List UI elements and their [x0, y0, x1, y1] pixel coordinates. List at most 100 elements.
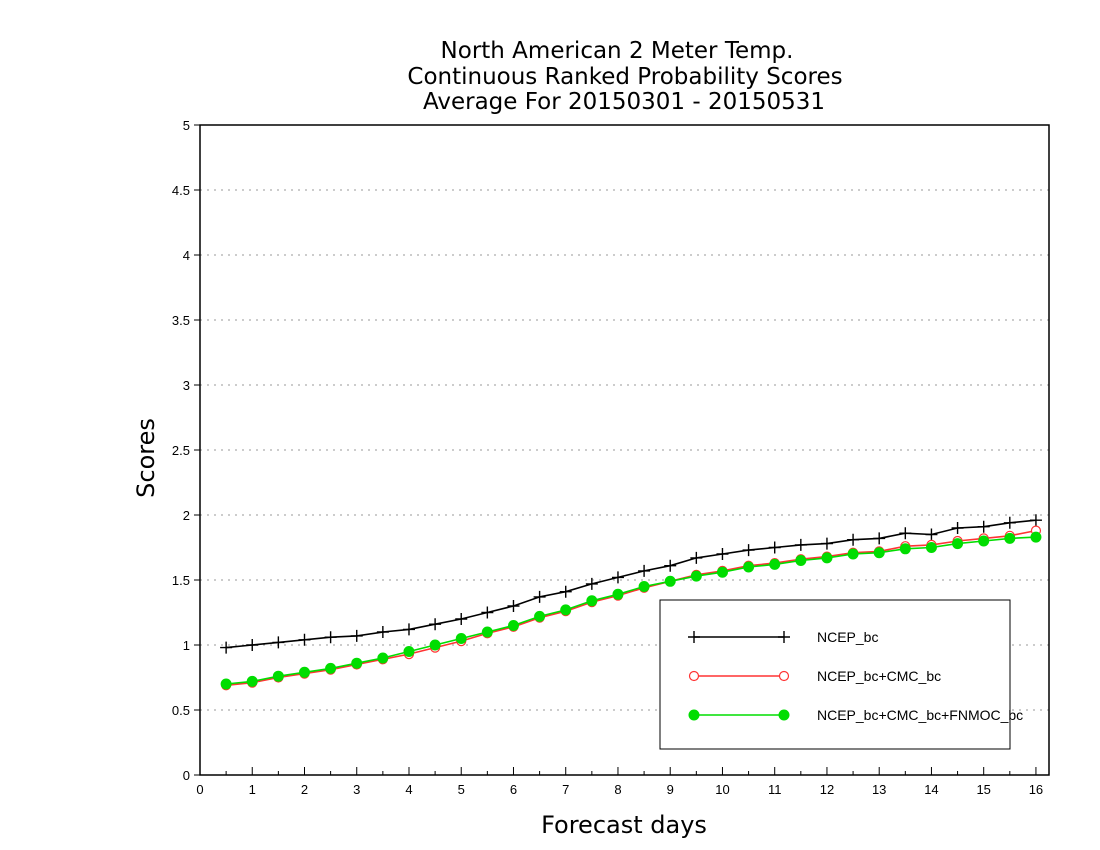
title-line-1: North American 2 Meter Temp. — [441, 38, 794, 64]
data-point-plus — [455, 613, 468, 625]
data-point-plus — [977, 520, 990, 533]
data-point-dot — [507, 620, 519, 631]
x-tick-label: 8 — [614, 782, 621, 797]
data-point-plus — [220, 641, 233, 654]
data-point-plus — [925, 528, 938, 541]
data-point-dot — [769, 558, 781, 570]
legend-label: NCEP_bc+CMC_bc — [817, 668, 941, 684]
data-point-dot — [978, 535, 990, 547]
data-point-circle — [688, 670, 700, 682]
data-point-dot — [847, 548, 859, 560]
legend-box — [659, 599, 1011, 750]
data-point-plus — [820, 537, 833, 550]
data-point-plus — [794, 538, 807, 551]
x-tick-label: 7 — [562, 782, 569, 797]
x-tick-label: 10 — [715, 782, 729, 797]
data-point-plus — [429, 618, 442, 631]
x-tick-label: 16 — [1029, 782, 1043, 797]
data-point-dot — [429, 639, 441, 651]
data-point-dot — [743, 561, 755, 573]
y-axis-label: Scores — [132, 418, 160, 498]
data-point-dot — [952, 538, 964, 550]
y-tick-label: 3 — [183, 378, 190, 393]
y-tick-label: 0 — [183, 768, 190, 783]
data-point-dot — [298, 666, 310, 678]
data-point-plus — [611, 571, 624, 584]
y-tick-label: 1.5 — [172, 573, 190, 588]
data-point-dot — [272, 670, 284, 682]
data-point-plus — [873, 532, 886, 545]
data-point-plus — [246, 639, 259, 651]
y-tick-label: 4 — [183, 248, 190, 263]
legend-label: NCEP_bc+CMC_bc+FNMOC_bc — [817, 707, 1023, 723]
axes: 00.511.522.533.544.550 1 2 3 4 5 6 7 8 9 10 11 12 13 1… — [172, 118, 1050, 797]
data-point-dot — [795, 555, 807, 566]
data-point-dot — [716, 566, 728, 578]
y-tick-label: 2 — [183, 508, 190, 523]
data-point-dot — [612, 588, 624, 600]
data-point-dot — [925, 542, 937, 553]
data-point-circle — [778, 670, 790, 682]
data-point-plus — [778, 631, 790, 643]
data-point-plus — [638, 564, 651, 577]
y-tick-label: 3.5 — [172, 313, 190, 328]
data-point-plus — [688, 631, 700, 643]
x-tick-label: 1 — [249, 782, 256, 797]
x-tick-label: 12 — [820, 782, 834, 797]
data-point-plus — [481, 606, 494, 619]
title-line-2: Continuous Ranked Probability Scores — [407, 64, 842, 90]
data-point-plus — [690, 551, 703, 564]
data-point-dot — [534, 610, 546, 622]
data-point-plus — [402, 623, 415, 636]
data-point-plus — [324, 631, 337, 644]
data-point-dot — [899, 543, 911, 555]
x-tick-label: 6 — [510, 782, 517, 797]
y-tick-label: 4.5 — [172, 183, 190, 198]
data-point-dot — [638, 581, 650, 592]
data-point-plus — [664, 559, 677, 572]
data-point-plus — [585, 577, 598, 590]
data-point-plus — [742, 544, 755, 557]
chart-title: North American 2 Meter Temp. Continuous … — [407, 38, 842, 115]
data-point-plus — [716, 548, 729, 560]
data-point-dot — [821, 552, 833, 564]
x-tick-label: 4 — [405, 782, 412, 797]
data-point-plus — [533, 590, 546, 603]
data-point-plus — [899, 527, 912, 540]
data-point-plus — [507, 600, 520, 612]
x-axis-label: Forecast days — [541, 811, 707, 839]
data-point-plus — [1029, 514, 1042, 527]
y-tick-label: 2.5 — [172, 443, 190, 458]
data-point-dot — [455, 633, 467, 644]
series-0 — [220, 514, 1042, 654]
data-point-dot — [1030, 531, 1042, 543]
data-point-plus — [376, 626, 389, 638]
data-point-plus — [350, 629, 363, 642]
data-point-dot — [246, 675, 258, 687]
x-tick-label: 0 — [196, 782, 203, 797]
x-tick-label: 13 — [872, 782, 886, 797]
data-point-dot — [586, 595, 598, 607]
data-point-dot — [351, 657, 363, 669]
x-tick-label: 3 — [353, 782, 360, 797]
data-point-dot — [325, 662, 337, 674]
data-point-dot — [481, 626, 493, 638]
data-point-dot — [664, 575, 676, 587]
data-point-dot — [690, 570, 702, 582]
y-tick-label: 5 — [183, 118, 190, 133]
data-point-dot — [1004, 532, 1016, 544]
data-point-dot — [403, 646, 415, 657]
data-point-plus — [298, 633, 311, 646]
x-tick-label: 9 — [667, 782, 674, 797]
legend: NCEP_bc NCEP_bc+CMC_bc NCEP_bc+CMC_bc+FNMO… — [659, 599, 1023, 750]
data-point-plus — [847, 533, 860, 546]
x-tick-label: 5 — [458, 782, 465, 797]
x-tick-label: 11 — [768, 782, 782, 797]
data-point-dot — [778, 709, 790, 721]
data-point-dot — [220, 678, 232, 690]
y-tick-label: 0.5 — [172, 703, 190, 718]
data-point-dot — [377, 652, 389, 664]
x-tick-label: 15 — [976, 782, 990, 797]
data-point-plus — [559, 585, 572, 598]
